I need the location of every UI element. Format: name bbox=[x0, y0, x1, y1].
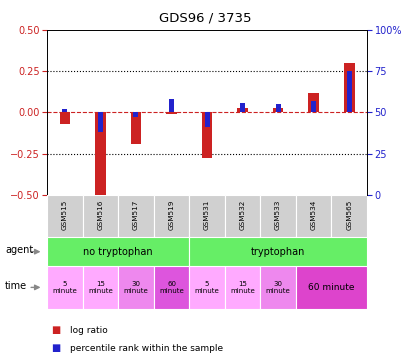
Bar bbox=[133, 112, 138, 117]
Bar bbox=[189, 266, 224, 309]
Text: GSM517: GSM517 bbox=[133, 200, 139, 230]
Bar bbox=[189, 237, 366, 266]
Bar bbox=[83, 195, 118, 237]
Bar bbox=[153, 266, 189, 309]
Text: time: time bbox=[5, 281, 27, 291]
Bar bbox=[346, 71, 351, 112]
Text: 5
minute: 5 minute bbox=[194, 281, 219, 294]
Text: GSM519: GSM519 bbox=[168, 200, 174, 230]
Bar bbox=[295, 195, 330, 237]
Text: GSM533: GSM533 bbox=[274, 200, 281, 230]
Bar bbox=[260, 266, 295, 309]
Bar bbox=[62, 109, 67, 112]
Bar bbox=[83, 266, 118, 309]
Text: log ratio: log ratio bbox=[70, 326, 107, 335]
Bar bbox=[310, 101, 315, 112]
Text: GSM532: GSM532 bbox=[239, 200, 245, 230]
Text: GSM531: GSM531 bbox=[204, 200, 209, 230]
Text: ■: ■ bbox=[51, 325, 61, 335]
Bar bbox=[153, 195, 189, 237]
Text: ■: ■ bbox=[51, 343, 61, 353]
Bar bbox=[166, 112, 176, 114]
Bar bbox=[130, 112, 141, 144]
Bar bbox=[224, 266, 260, 309]
Bar bbox=[47, 237, 189, 266]
Text: 60
minute: 60 minute bbox=[159, 281, 184, 294]
Bar bbox=[201, 112, 212, 159]
Text: 60 minute: 60 minute bbox=[308, 283, 354, 292]
Bar bbox=[224, 195, 260, 237]
Text: GSM565: GSM565 bbox=[345, 200, 351, 230]
Bar bbox=[118, 266, 153, 309]
Text: percentile rank within the sample: percentile rank within the sample bbox=[70, 343, 222, 353]
Text: 30
minute: 30 minute bbox=[265, 281, 290, 294]
Bar bbox=[237, 107, 247, 112]
Text: agent: agent bbox=[5, 245, 33, 255]
Text: 15
minute: 15 minute bbox=[88, 281, 112, 294]
Bar bbox=[330, 195, 366, 237]
Text: tryptophan: tryptophan bbox=[250, 247, 305, 257]
Text: 15
minute: 15 minute bbox=[229, 281, 254, 294]
Bar bbox=[308, 93, 318, 112]
Bar bbox=[272, 107, 283, 112]
Bar bbox=[189, 195, 224, 237]
Bar bbox=[343, 63, 354, 112]
Text: 5
minute: 5 minute bbox=[52, 281, 77, 294]
Bar bbox=[95, 112, 106, 198]
Bar bbox=[98, 112, 103, 132]
Bar bbox=[59, 112, 70, 124]
Bar bbox=[240, 102, 245, 112]
Text: no tryptophan: no tryptophan bbox=[83, 247, 153, 257]
Text: GSM516: GSM516 bbox=[97, 200, 103, 230]
Bar bbox=[204, 112, 209, 127]
Bar bbox=[118, 195, 153, 237]
Text: 30
minute: 30 minute bbox=[123, 281, 148, 294]
Text: GDS96 / 3735: GDS96 / 3735 bbox=[158, 11, 251, 24]
Text: GSM534: GSM534 bbox=[310, 200, 316, 230]
Bar bbox=[275, 104, 280, 112]
Bar bbox=[47, 195, 83, 237]
Bar bbox=[169, 99, 173, 112]
Bar bbox=[47, 266, 83, 309]
Bar bbox=[295, 266, 366, 309]
Bar bbox=[260, 195, 295, 237]
Text: GSM515: GSM515 bbox=[62, 200, 68, 230]
